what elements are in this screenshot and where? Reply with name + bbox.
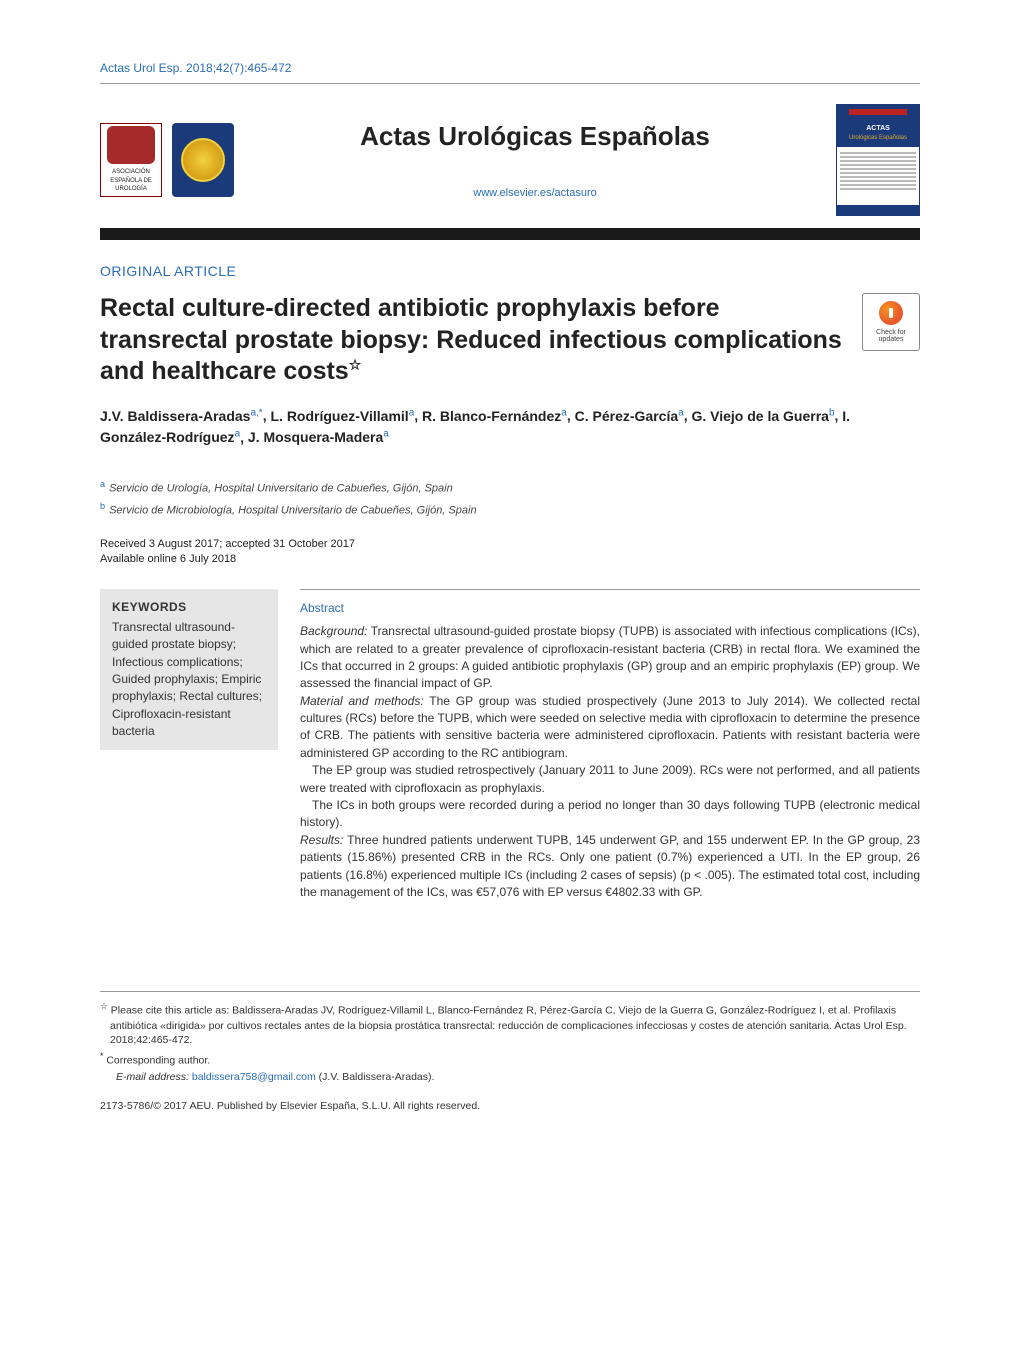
- background-text: Transrectal ultrasound-guided prostate b…: [300, 624, 920, 690]
- copyright-line: 2173-5786/© 2017 AEU. Published by Elsev…: [100, 1099, 920, 1114]
- check-for-updates-badge[interactable]: Check for updates: [862, 293, 920, 351]
- cau-logo-emblem: [181, 138, 225, 182]
- affiliation-a: aServicio de Urología, Hospital Universi…: [100, 478, 920, 497]
- article-dates: Received 3 August 2017; accepted 31 Octo…: [100, 537, 920, 568]
- cover-thumb-head: [837, 105, 919, 119]
- corresponding-author-footnote: * Corresponding author.: [100, 1050, 920, 1068]
- author: J.V. Baldissera-Aradasa,*: [100, 408, 263, 424]
- corresponding-email-link[interactable]: baldissera758@gmail.com: [192, 1071, 316, 1083]
- masthead-center: Actas Urológicas Españolas www.elsevier.…: [254, 118, 816, 201]
- cover-thumb-title2: Urológicas Españolas: [849, 134, 907, 142]
- cover-thumb-body: [837, 147, 919, 205]
- cite-as-text: Please cite this article as: Baldissera-…: [108, 1005, 907, 1046]
- footnotes: ☆ Please cite this article as: Baldisser…: [100, 991, 920, 1084]
- cite-as-footnote: ☆ Please cite this article as: Baldisser…: [100, 1000, 920, 1048]
- masthead-logos: ASOCIACIÓN ESPAÑOLA DE UROLOGÍA: [100, 123, 234, 197]
- affiliations: aServicio de Urología, Hospital Universi…: [100, 478, 920, 518]
- email-footnote: E-mail address: baldissera758@gmail.com …: [100, 1070, 920, 1085]
- corr-text: Corresponding author.: [103, 1054, 210, 1066]
- keywords-box: KEYWORDS Transrectal ultrasound-guided p…: [100, 589, 278, 750]
- title-row: Rectal culture-directed antibiotic proph…: [100, 293, 920, 387]
- author: J. Mosquera-Maderaa: [248, 429, 389, 445]
- author-list: J.V. Baldissera-Aradasa,*, L. Rodríguez-…: [100, 405, 920, 448]
- results-label: Results:: [300, 833, 343, 847]
- methods-label: Material and methods:: [300, 694, 424, 708]
- cover-thumb-foot: [837, 205, 919, 215]
- abstract-text: Background: Transrectal ultrasound-guide…: [300, 623, 920, 901]
- affiliation-b: bServicio de Microbiología, Hospital Uni…: [100, 500, 920, 519]
- keywords-abstract-row: KEYWORDS Transrectal ultrasound-guided p…: [100, 589, 920, 901]
- article-type-label: ORIGINAL ARTICLE: [100, 262, 920, 282]
- aeu-logo-emblem: [107, 126, 155, 164]
- abstract-heading: Abstract: [300, 600, 920, 617]
- author: R. Blanco-Fernándeza: [422, 408, 567, 424]
- email-author: (J.V. Baldissera-Aradas).: [316, 1071, 435, 1083]
- author: L. Rodríguez-Villamila: [270, 408, 414, 424]
- abstract-results: Results: Three hundred patients underwen…: [300, 832, 920, 902]
- check-for-updates-text: Check for updates: [863, 329, 919, 344]
- cover-thumb-title: ACTAS Urológicas Españolas: [837, 119, 919, 147]
- title-footnote-marker: ☆: [349, 357, 362, 373]
- keywords-heading: KEYWORDS: [112, 599, 266, 616]
- abstract-methods-p3: The ICs in both groups were recorded dur…: [300, 797, 920, 832]
- top-rule: [100, 83, 920, 84]
- available-online-date: Available online 6 July 2018: [100, 552, 920, 567]
- received-accepted-date: Received 3 August 2017; accepted 31 Octo…: [100, 537, 920, 552]
- cau-logo: [172, 123, 234, 197]
- article-title-text: Rectal culture-directed antibiotic proph…: [100, 294, 842, 385]
- affiliation-a-text: Servicio de Urología, Hospital Universit…: [109, 483, 453, 495]
- keywords-column: KEYWORDS Transrectal ultrasound-guided p…: [100, 589, 278, 901]
- abstract-column: Abstract Background: Transrectal ultraso…: [300, 589, 920, 901]
- crossmark-icon: [879, 301, 903, 325]
- journal-url-link[interactable]: www.elsevier.es/actasuro: [473, 187, 597, 199]
- background-label: Background:: [300, 624, 367, 638]
- article-title: Rectal culture-directed antibiotic proph…: [100, 293, 842, 387]
- cite-as-marker: ☆: [100, 1001, 108, 1011]
- cover-thumb-title1: ACTAS: [866, 124, 890, 134]
- email-label: E-mail address:: [116, 1071, 192, 1083]
- affiliation-b-text: Servicio de Microbiología, Hospital Univ…: [109, 504, 476, 516]
- aeu-logo-text: ASOCIACIÓN ESPAÑOLA DE UROLOGÍA: [101, 168, 161, 193]
- results-text: Three hundred patients underwent TUPB, 1…: [300, 833, 920, 899]
- running-head-citation: Actas Urol Esp. 2018;42(7):465-472: [100, 60, 920, 77]
- aeu-logo: ASOCIACIÓN ESPAÑOLA DE UROLOGÍA: [100, 123, 162, 197]
- abstract-methods-p2: The EP group was studied retrospectively…: [300, 762, 920, 797]
- journal-cover-thumbnail: ACTAS Urológicas Españolas: [836, 104, 920, 216]
- keywords-text: Transrectal ultrasound-guided prostate b…: [112, 619, 266, 741]
- abstract-background: Background: Transrectal ultrasound-guide…: [300, 623, 920, 693]
- abstract-methods: Material and methods: The GP group was s…: [300, 693, 920, 763]
- author: G. Viejo de la Guerrab: [691, 408, 834, 424]
- masthead-underline-bar: [100, 228, 920, 240]
- author: C. Pérez-Garcíaa: [575, 408, 684, 424]
- masthead: ASOCIACIÓN ESPAÑOLA DE UROLOGÍA Actas Ur…: [100, 104, 920, 216]
- journal-name: Actas Urológicas Españolas: [254, 118, 816, 154]
